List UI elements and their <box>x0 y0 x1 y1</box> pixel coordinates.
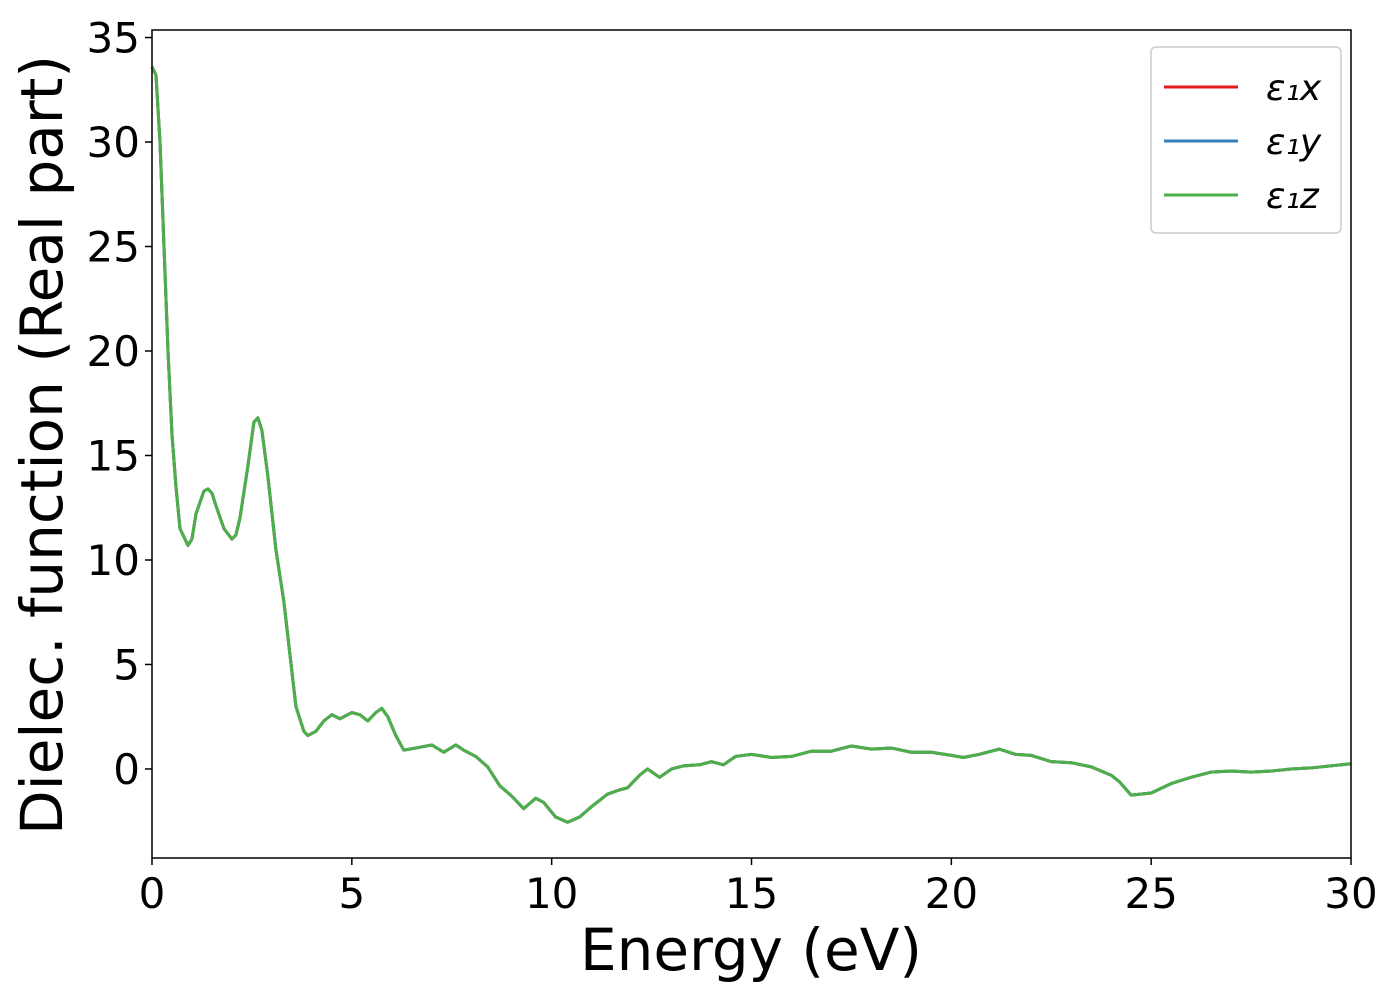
line-series <box>150 66 1352 824</box>
x-tick-label: 20 <box>925 869 978 918</box>
x-tick-label: 30 <box>1324 869 1377 918</box>
plot-frame <box>151 29 1352 859</box>
x-tick-label: 5 <box>338 869 365 918</box>
y-tick-label: 25 <box>87 223 140 272</box>
y-tick-label: 35 <box>87 14 140 63</box>
x-tick-label: 0 <box>139 869 166 918</box>
legend-label: ε₁z <box>1266 176 1320 217</box>
x-tick-label: 25 <box>1124 869 1177 918</box>
legend-label: ε₁y <box>1266 122 1322 163</box>
y-tick-label: 20 <box>87 327 140 376</box>
legend-label: ε₁x <box>1266 68 1322 109</box>
y-tick-label: 30 <box>87 118 140 167</box>
y-tick-label: 0 <box>113 745 140 794</box>
legend-box <box>1150 46 1342 234</box>
y-tick-label: 5 <box>113 640 140 689</box>
x-axis-label: Energy (eV) <box>580 916 922 984</box>
x-tick-label: 10 <box>525 869 578 918</box>
y-tick-label: 15 <box>87 431 140 480</box>
y-axis-label: Dielec. function (Real part) <box>8 55 76 835</box>
y-tick-label: 10 <box>87 536 140 585</box>
legend: ε₁x ε₁y ε₁z <box>1150 46 1342 234</box>
x-tick-label: 15 <box>725 869 778 918</box>
